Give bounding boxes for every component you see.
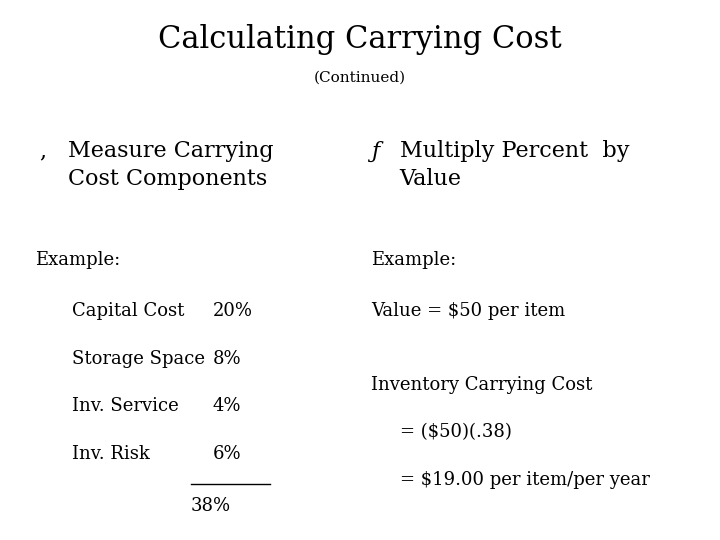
Text: Measure Carrying
Cost Components: Measure Carrying Cost Components <box>68 140 274 190</box>
Text: Inv. Service: Inv. Service <box>72 397 179 415</box>
Text: 20%: 20% <box>212 302 253 320</box>
Text: 38%: 38% <box>191 497 231 515</box>
Text: Value = $50 per item: Value = $50 per item <box>371 302 565 320</box>
Text: Capital Cost: Capital Cost <box>72 302 184 320</box>
Text: ƒ: ƒ <box>371 140 379 163</box>
Text: Example:: Example: <box>35 251 120 269</box>
Text: Storage Space: Storage Space <box>72 350 205 368</box>
Text: 6%: 6% <box>212 445 241 463</box>
Text: Inv. Risk: Inv. Risk <box>72 445 150 463</box>
Text: 4%: 4% <box>212 397 241 415</box>
Text: Inventory Carrying Cost: Inventory Carrying Cost <box>371 376 592 394</box>
Text: (Continued): (Continued) <box>314 70 406 84</box>
Text: Multiply Percent  by
Value: Multiply Percent by Value <box>400 140 629 190</box>
Text: ,: , <box>40 140 47 163</box>
Text: 8%: 8% <box>212 350 241 368</box>
Text: = $19.00 per item/per year: = $19.00 per item/per year <box>400 471 649 489</box>
Text: Example:: Example: <box>371 251 456 269</box>
Text: = ($50)(.38): = ($50)(.38) <box>400 423 511 442</box>
Text: Calculating Carrying Cost: Calculating Carrying Cost <box>158 24 562 55</box>
